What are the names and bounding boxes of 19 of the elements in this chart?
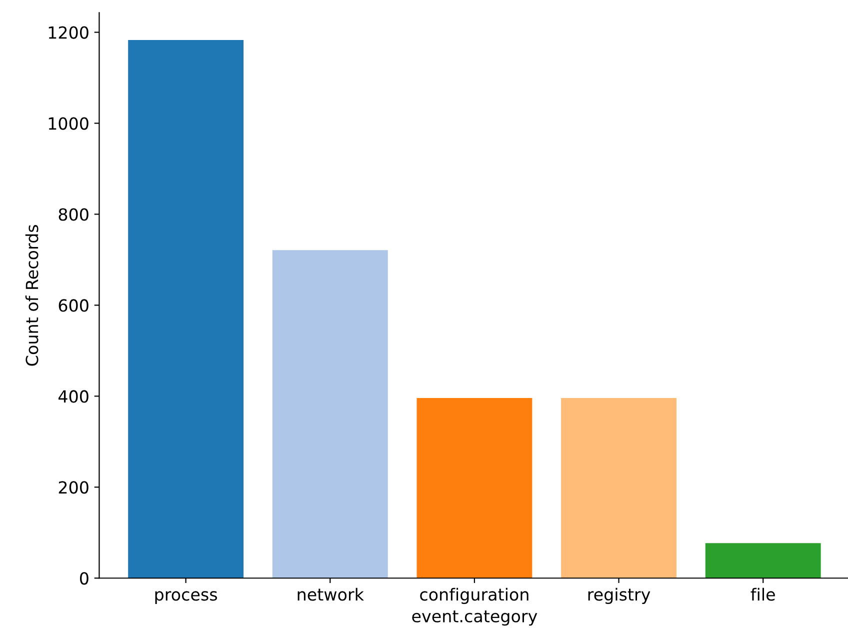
y-axis-title: Count of Records	[25, 225, 38, 366]
y-tick-label: 800	[58, 208, 88, 221]
x-tick-label: process	[155, 591, 218, 604]
bar	[561, 398, 677, 578]
x-tick-label: file	[750, 588, 775, 601]
y-tick-label: 600	[58, 299, 88, 312]
x-tick-label: network	[298, 588, 364, 601]
x-tick-label: registry	[588, 588, 650, 604]
y-tick-label: 1000	[48, 117, 88, 130]
y-tick-label: 400	[58, 390, 88, 403]
bar	[128, 40, 244, 578]
bar	[705, 543, 821, 578]
x-tick-label: configuration	[420, 588, 528, 604]
bar	[272, 250, 388, 578]
y-tick-label: 200	[58, 481, 88, 494]
bar	[416, 398, 532, 578]
x-axis-title: event.category	[412, 610, 538, 626]
y-tick-label: 1200	[48, 26, 88, 39]
y-tick-label: 0	[80, 572, 88, 585]
